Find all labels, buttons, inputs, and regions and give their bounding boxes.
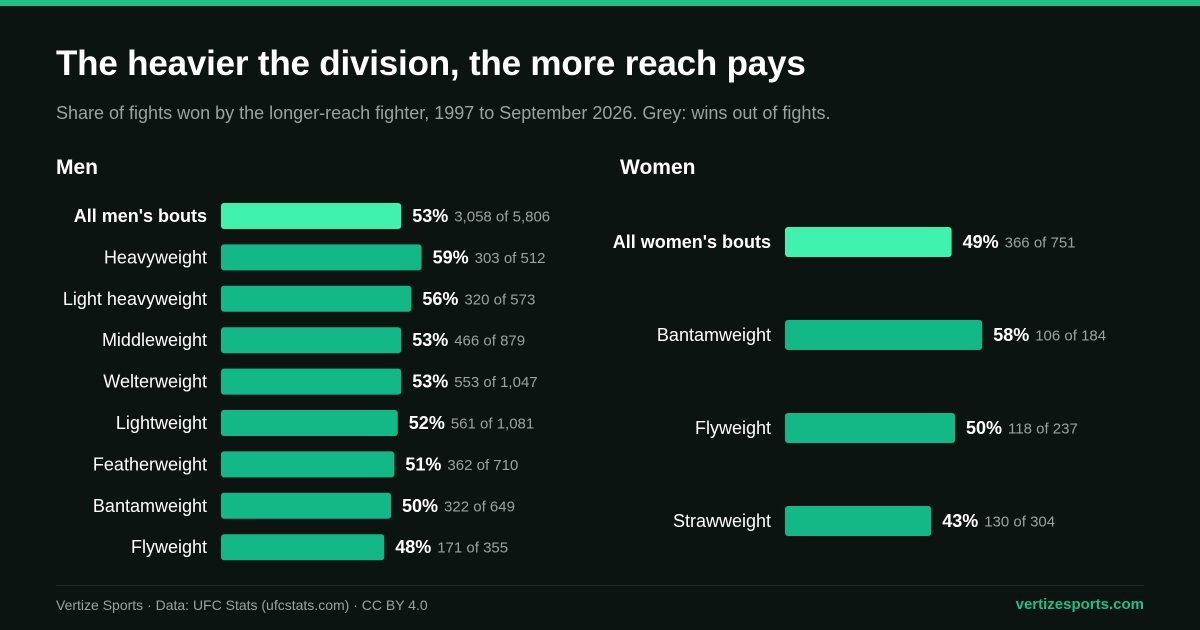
men-count-label: 320 of 573 — [464, 291, 535, 308]
chart-subtitle: Share of fights won by the longer-reach … — [56, 103, 831, 123]
men-percent-label: 48% — [395, 537, 431, 557]
footer-divider — [56, 585, 1144, 586]
men-bar — [221, 451, 395, 478]
men-count-label: 171 of 355 — [437, 540, 508, 557]
chart-title: The heavier the division, the more reach… — [56, 44, 806, 83]
men-category-label: Welterweight — [103, 372, 207, 392]
men-count-label: 561 of 1,081 — [451, 416, 534, 433]
women-count-label: 130 of 304 — [984, 514, 1055, 531]
men-percent-label: 50% — [402, 496, 438, 516]
men-count-label: 3,058 of 5,806 — [454, 209, 550, 226]
men-category-label: Flyweight — [131, 537, 207, 557]
footer-credit: Vertize Sports · Data: UFC Stats (ufcsta… — [56, 597, 428, 613]
men-percent-label: 52% — [409, 413, 445, 433]
women-panel-heading: Women — [620, 156, 696, 179]
men-bar — [221, 244, 422, 271]
men-category-label: Middleweight — [102, 330, 207, 350]
men-percent-label: 53% — [412, 206, 448, 226]
women-category-label: Flyweight — [695, 418, 771, 438]
women-category-label: Strawweight — [673, 511, 771, 531]
men-count-label: 466 of 879 — [454, 333, 525, 350]
women-percent-label: 50% — [966, 418, 1002, 438]
men-category-label: Bantamweight — [93, 496, 207, 516]
women-count-label: 106 of 184 — [1035, 328, 1106, 345]
men-panel-heading: Men — [56, 156, 98, 179]
women-percent-label: 49% — [963, 232, 999, 252]
men-count-label: 362 of 710 — [447, 457, 518, 474]
men-bar — [221, 534, 385, 561]
men-bar — [221, 203, 402, 229]
men-category-label: Light heavyweight — [63, 289, 207, 309]
women-category-label: All women's bouts — [613, 232, 771, 252]
top-accent-bar — [0, 0, 1200, 6]
men-count-label: 303 of 512 — [475, 250, 546, 267]
footer-site-link[interactable]: vertizesports.com — [1015, 596, 1144, 613]
women-percent-label: 58% — [993, 325, 1029, 345]
men-count-label: 322 of 649 — [444, 498, 515, 515]
men-count-label: 553 of 1,047 — [454, 374, 537, 391]
men-percent-label: 53% — [412, 330, 448, 350]
men-bar — [221, 327, 402, 354]
women-category-label: Bantamweight — [657, 325, 771, 345]
men-category-label: Featherweight — [93, 454, 207, 474]
men-bar — [221, 285, 412, 312]
men-percent-label: 59% — [433, 247, 469, 267]
women-bar — [785, 506, 932, 536]
men-category-label: Heavyweight — [104, 247, 207, 267]
men-percent-label: 53% — [412, 372, 448, 392]
women-bar — [785, 413, 955, 443]
men-percent-label: 51% — [405, 454, 441, 474]
men-bar — [221, 368, 402, 395]
women-count-label: 118 of 237 — [1008, 421, 1078, 438]
men-category-label: All men's bouts — [74, 206, 207, 226]
men-category-label: Lightweight — [116, 413, 207, 433]
women-count-label: 366 of 751 — [1005, 235, 1076, 252]
women-bar — [785, 320, 983, 350]
men-bar — [221, 410, 398, 436]
men-percent-label: 56% — [422, 289, 458, 309]
men-bar — [221, 492, 391, 519]
women-bar — [785, 227, 952, 257]
women-percent-label: 43% — [942, 511, 978, 531]
